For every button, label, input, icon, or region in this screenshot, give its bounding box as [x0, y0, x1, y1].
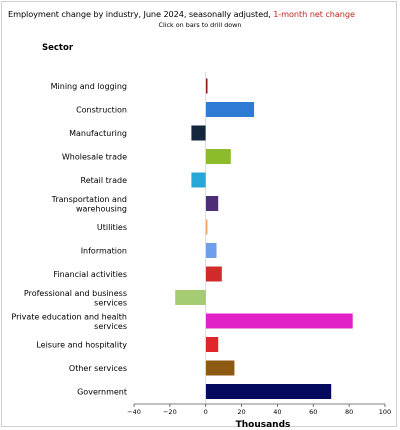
chart-subtitle: Click on bars to drill down [158, 21, 242, 29]
category-label: Government [77, 388, 127, 397]
bar-transportation-and-warehousing[interactable] [205, 196, 219, 211]
x-tick-label: 40 [273, 408, 281, 416]
bar-information[interactable] [205, 243, 217, 258]
bar-government[interactable] [205, 384, 332, 399]
category-axis-header: Sector [42, 43, 74, 53]
bar-financial-activities[interactable] [205, 266, 222, 282]
category-label: Retail trade [81, 176, 128, 185]
category-label: Utilities [97, 223, 127, 232]
bar-construction[interactable] [205, 102, 255, 117]
category-label: Financial activities [53, 270, 127, 279]
bar-other-services[interactable] [205, 360, 235, 376]
x-tick-label: 60 [309, 408, 317, 416]
category-label: Information [81, 247, 127, 256]
bar-professional-and-business-services[interactable] [175, 290, 206, 305]
category-label: Wholesale trade [62, 153, 127, 162]
x-tick-label: −40 [127, 408, 141, 416]
bar-wholesale-trade[interactable] [205, 149, 231, 164]
bar-private-education-and-health-services[interactable] [205, 313, 353, 329]
category-label: Construction [76, 106, 127, 115]
x-tick-label: 20 [237, 408, 245, 416]
category-label: Transportation and warehousing [51, 195, 127, 214]
chart-title: Employment change by industry, June 2024… [8, 9, 355, 19]
x-tick-label: 80 [345, 408, 353, 416]
bar-leisure-and-hospitality[interactable] [205, 337, 219, 352]
x-tick-label: 0 [204, 408, 208, 416]
chart-title-highlight: 1-month net change [273, 9, 355, 19]
category-label: Manufacturing [69, 129, 127, 138]
chart-title-main: Employment change by industry, June 2024… [8, 9, 274, 19]
category-label: Other services [69, 364, 127, 373]
bar-retail-trade[interactable] [191, 172, 206, 188]
category-label: Leisure and hospitality [36, 341, 127, 350]
x-axis-title: Thousands [236, 420, 291, 428]
bar-utilities[interactable] [205, 219, 208, 235]
x-tick-label: 100 [379, 408, 391, 416]
category-label: Private education and health services [11, 312, 127, 331]
x-tick-label: −20 [163, 408, 177, 416]
bar-manufacturing[interactable] [191, 125, 206, 141]
category-label: Mining and logging [51, 82, 127, 91]
category-label: Professional and business services [24, 289, 127, 308]
bar-mining-and-logging[interactable] [205, 78, 208, 94]
